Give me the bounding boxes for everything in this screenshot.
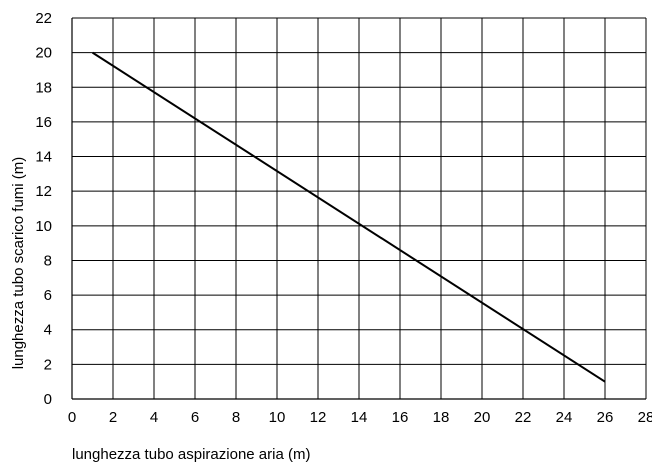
y-tick-label: 16 <box>35 114 52 131</box>
x-tick-label: 20 <box>474 409 491 426</box>
x-tick-label: 18 <box>433 409 450 426</box>
x-tick-label: 6 <box>191 409 199 426</box>
x-tick-label: 0 <box>68 409 76 426</box>
y-tick-label: 4 <box>44 322 52 339</box>
x-tick-label: 24 <box>556 409 573 426</box>
x-tick-label: 8 <box>232 409 240 426</box>
y-tick-label: 10 <box>35 218 52 235</box>
y-tick-label: 8 <box>44 252 52 269</box>
y-tick-label: 22 <box>35 10 52 27</box>
y-axis-title: lunghezza tubo scarico fumi (m) <box>10 157 27 370</box>
y-tick-label: 6 <box>44 287 52 304</box>
y-tick-label: 18 <box>35 79 52 96</box>
x-tick-label: 10 <box>269 409 286 426</box>
x-tick-label: 16 <box>392 409 409 426</box>
series-group <box>91 51 606 383</box>
y-tick-label: 20 <box>35 45 52 62</box>
x-tick-label: 26 <box>597 409 614 426</box>
series-line <box>91 51 606 383</box>
x-tick-label: 22 <box>515 409 532 426</box>
x-axis-title: lunghezza tubo aspirazione aria (m) <box>72 446 310 463</box>
y-tick-label: 12 <box>35 183 52 200</box>
y-tick-label: 0 <box>44 391 52 408</box>
grid <box>71 17 647 400</box>
x-tick-label: 2 <box>109 409 117 426</box>
y-tick-label: 2 <box>44 356 52 373</box>
x-tick-label: 28 <box>638 409 652 426</box>
x-tick-label: 14 <box>351 409 368 426</box>
y-tick-label: 14 <box>35 149 52 166</box>
x-tick-label: 4 <box>150 409 158 426</box>
tick-labels: 0 2 4 6 8 10 12 14 16 18 20 22 24 26 28024681012141618… <box>35 10 652 426</box>
x-tick-label: 12 <box>310 409 327 426</box>
